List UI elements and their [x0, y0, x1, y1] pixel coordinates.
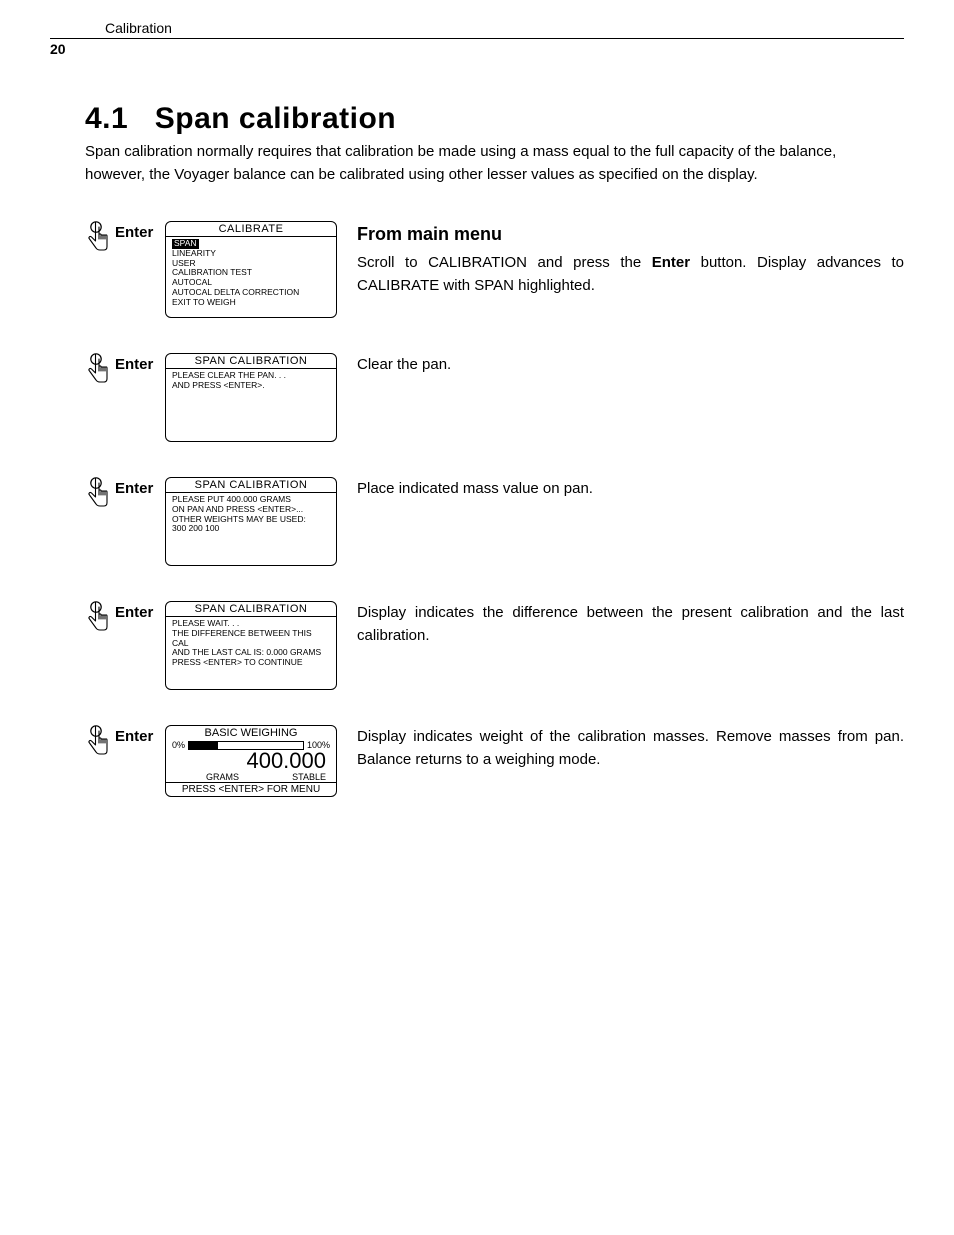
- progress-bar: [188, 741, 304, 750]
- progress-bar-fill: [189, 742, 217, 749]
- screen-line: CALIBRATION TEST: [172, 267, 252, 277]
- step-row: EnterBASIC WEIGHING0%100%400.000GRAMSSTA…: [50, 725, 904, 797]
- screen-footer: PRESS <ENTER> FOR MENU: [166, 782, 336, 796]
- pct-left-label: 0%: [172, 740, 185, 750]
- section-heading: Span calibration: [155, 102, 396, 135]
- instruction-text: From main menuScroll to CALIBRATION and …: [357, 221, 904, 297]
- step-row: Enter SPAN CALIBRATIONPLEASE PUT 400.000 …: [50, 477, 904, 566]
- enter-label: Enter: [115, 356, 153, 373]
- instruction-text: Display indicates the difference between…: [357, 601, 904, 648]
- screen-body: PLEASE PUT 400.000 GRAMSON PAN AND PRESS…: [166, 493, 336, 565]
- enter-block: Enter: [85, 725, 165, 761]
- screen-line: PLEASE WAIT. . .: [172, 618, 239, 628]
- screen-body: PLEASE WAIT. . .THE DIFFERENCE BETWEEN T…: [166, 617, 336, 689]
- enter-label: Enter: [115, 224, 153, 241]
- screen-line: USER: [172, 258, 196, 268]
- step-row: Enter SPAN CALIBRATIONPLEASE WAIT. . .THE…: [50, 601, 904, 690]
- section-number: 4.1: [85, 102, 128, 135]
- weight-value: 400.000: [166, 750, 336, 772]
- press-hand-icon: [85, 725, 113, 761]
- enter-block: Enter: [85, 221, 165, 257]
- display-screen: SPAN CALIBRATIONPLEASE CLEAR THE PAN. . …: [165, 353, 337, 442]
- enter-label: Enter: [115, 480, 153, 497]
- enter-block: Enter: [85, 477, 165, 513]
- steps-container: Enter CALIBRATESPANLINEARITYUSERCALIBRATI…: [50, 221, 904, 797]
- header-section-label: Calibration: [50, 20, 172, 36]
- enter-label: Enter: [115, 604, 153, 621]
- screen-line: LINEARITY: [172, 248, 216, 258]
- screen-line: AUTOCAL: [172, 277, 212, 287]
- screen-line: ON PAN AND PRESS <ENTER>...: [172, 504, 303, 514]
- screen-line: OTHER WEIGHTS MAY BE USED:: [172, 514, 306, 524]
- page: Calibration 20 4.1 Span calibration Span…: [0, 0, 954, 1235]
- display-screen: SPAN CALIBRATIONPLEASE WAIT. . .THE DIFF…: [165, 601, 337, 690]
- instruction-text: Place indicated mass value on pan.: [357, 477, 904, 500]
- enter-block: Enter: [85, 601, 165, 637]
- display-screen-weighing: BASIC WEIGHING0%100%400.000GRAMSSTABLEPR…: [165, 725, 337, 797]
- screen-line: AND THE LAST CAL IS: 0.000 GRAMS: [172, 647, 321, 657]
- instruction-body: Clear the pan.: [357, 353, 904, 376]
- display-screen: SPAN CALIBRATIONPLEASE PUT 400.000 GRAMS…: [165, 477, 337, 566]
- screen-body: SPANLINEARITYUSERCALIBRATION TESTAUTOCAL…: [166, 237, 336, 317]
- screen-line: AND PRESS <ENTER>.: [172, 380, 265, 390]
- press-hand-icon: [85, 477, 113, 513]
- instruction-body: Scroll to CALIBRATION and press the Ente…: [357, 251, 904, 298]
- status-label: STABLE: [292, 772, 326, 782]
- step-row: Enter SPAN CALIBRATIONPLEASE CLEAR THE PA…: [50, 353, 904, 442]
- instruction-body: Display indicates the difference between…: [357, 601, 904, 648]
- press-hand-icon: [85, 221, 113, 257]
- screen-line: PLEASE PUT 400.000 GRAMS: [172, 494, 291, 504]
- unit-label: GRAMS: [206, 772, 239, 782]
- screen-title: SPAN CALIBRATION: [166, 354, 336, 369]
- instruction-text: Display indicates weight of the calibrat…: [357, 725, 904, 772]
- enter-block: Enter: [85, 353, 165, 389]
- running-header: Calibration: [50, 20, 904, 39]
- enter-label: Enter: [115, 728, 153, 745]
- screen-line: PRESS <ENTER> TO CONTINUE: [172, 657, 303, 667]
- intro-paragraph: Span calibration normally requires that …: [50, 141, 904, 186]
- screen-line: 300 200 100: [172, 523, 219, 533]
- section-title: 4.1 Span calibration: [50, 102, 904, 136]
- page-number: 20: [50, 41, 904, 57]
- screen-line: AUTOCAL DELTA CORRECTION: [172, 287, 299, 297]
- screen-line: EXIT TO WEIGH: [172, 297, 236, 307]
- instruction-body: Place indicated mass value on pan.: [357, 477, 904, 500]
- instruction-heading: From main menu: [357, 221, 904, 249]
- instruction-text: Clear the pan.: [357, 353, 904, 376]
- screen-title: CALIBRATE: [166, 222, 336, 237]
- weight-subrow: GRAMS STABLE: [166, 772, 336, 782]
- screen-line: PLEASE CLEAR THE PAN. . .: [172, 370, 286, 380]
- screen-body: PLEASE CLEAR THE PAN. . .AND PRESS <ENTE…: [166, 369, 336, 441]
- press-hand-icon: [85, 601, 113, 637]
- step-row: Enter CALIBRATESPANLINEARITYUSERCALIBRATI…: [50, 221, 904, 318]
- display-screen: CALIBRATESPANLINEARITYUSERCALIBRATION TE…: [165, 221, 337, 318]
- screen-line: THE DIFFERENCE BETWEEN THIS CAL: [172, 628, 312, 648]
- screen-title: BASIC WEIGHING: [166, 726, 336, 740]
- screen-title: SPAN CALIBRATION: [166, 602, 336, 617]
- screen-title: SPAN CALIBRATION: [166, 478, 336, 493]
- instruction-body: Display indicates weight of the calibrat…: [357, 725, 904, 772]
- press-hand-icon: [85, 353, 113, 389]
